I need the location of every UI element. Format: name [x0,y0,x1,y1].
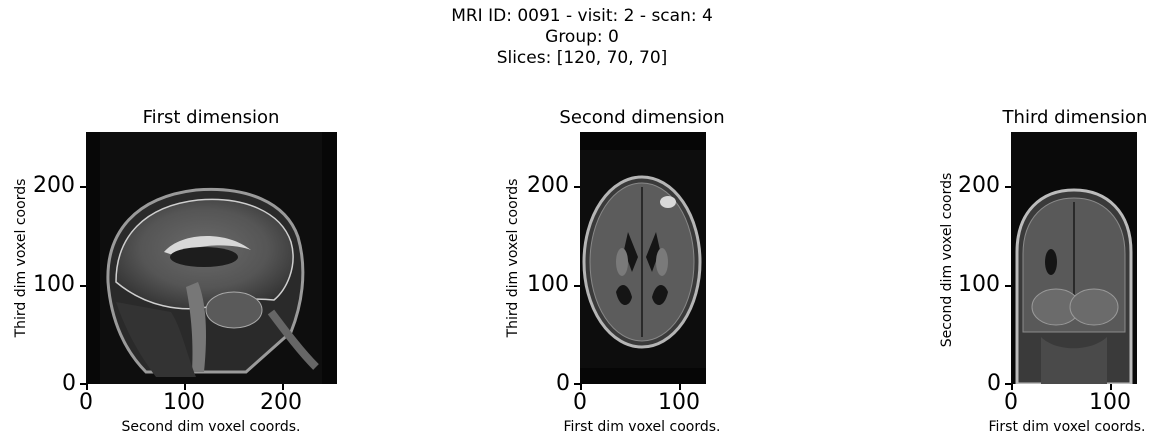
panel-2-ytick-200: 200 [527,173,569,198]
panel-1-xlabel: Second dim voxel coords. [121,419,301,435]
panel-1-ytick-200: 200 [33,173,75,198]
sagittal-slice-image [86,132,337,384]
title-line-2: Group: 0 [545,27,619,47]
panel-3-xtick-0: 0 [1004,390,1018,415]
panel-1-xtick-mark [282,384,284,390]
panel-1-ytick-mark [80,383,86,385]
panel-1-ylabel: Third dim voxel coords [13,178,29,338]
panel-3-ytick-100: 100 [958,272,1000,297]
title-line-3: Slices: [120, 70, 70] [496,48,668,68]
panel-3-xtick-mark [1011,384,1013,390]
title-line-1: MRI ID: 0091 - visit: 2 - scan: 4 [451,6,713,26]
panel-1-title: First dimension [142,107,280,128]
coronal-slice-image [1011,132,1137,384]
panel-1-xtick-mark [86,384,88,390]
panel-2-ytick-mark [574,285,580,287]
panel-1-xtick-100: 100 [163,390,205,415]
panel-2-xtick-mark [580,384,582,390]
axial-slice-image [580,132,706,384]
panel-1-xtick-200: 200 [260,390,302,415]
panel-1-xtick-0: 0 [79,390,93,415]
panel-1-ytick-mark [80,285,86,287]
panel-2-ytick-mark [574,186,580,188]
panel-3-xtick-100: 100 [1089,390,1131,415]
panel-2-xtick-mark [679,384,681,390]
panel-2-ylabel: Third dim voxel coords [505,178,521,338]
panel-3-ytick-mark [1005,186,1011,188]
panel-3-ylabel: Second dim voxel coords [939,172,955,348]
panel-3-xlabel: First dim voxel coords. [988,419,1146,435]
panel-3-ytick-200: 200 [958,173,1000,198]
panel-1-ytick-100: 100 [33,272,75,297]
panel-2-ytick-100: 100 [527,272,569,297]
panel-2-xtick-0: 0 [573,390,587,415]
panel-3-ytick-mark [1005,383,1011,385]
panel-1-ytick-0: 0 [62,371,76,396]
panel-2-ytick-mark [574,383,580,385]
panel-3-title: Third dimension [1002,107,1148,128]
panel-2-xlabel: First dim voxel coords. [563,419,721,435]
panel-1-xtick-mark [184,384,186,390]
panel-2-xtick-100: 100 [658,390,700,415]
panel-2-ytick-0: 0 [556,371,570,396]
panel-3-ytick-mark [1005,285,1011,287]
panel-1-ytick-mark [80,186,86,188]
figure-title: MRI ID: 0091 - visit: 2 - scan: 4 Group:… [0,6,1164,69]
panel-3-xtick-mark [1110,384,1112,390]
panel-2-title: Second dimension [559,107,725,128]
panel-3-ytick-0: 0 [987,371,1001,396]
